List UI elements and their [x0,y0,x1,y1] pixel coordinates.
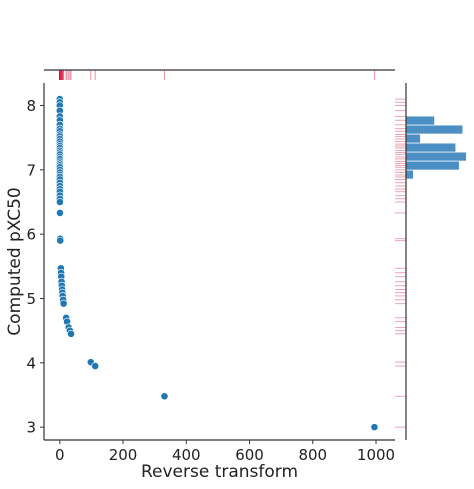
top-marginal-rug [59,70,375,80]
histogram-bar [406,152,466,161]
x-tick-label: 800 [298,446,327,464]
y-tick-label: 5 [26,290,36,308]
y-tick-label: 8 [26,97,36,115]
scatter-point [67,329,75,338]
histogram-bar [406,143,456,152]
y-axis-label: Computed pXC50 [5,187,25,335]
y-tick-label: 7 [26,161,36,179]
scatter-point [160,392,169,401]
scatter-point [59,299,68,308]
y-axis-ticks: 3 4 5 6 7 8 [26,97,44,437]
histogram-bar [406,134,421,143]
axes [43,83,395,441]
y-tick-label: 6 [26,226,36,244]
histogram-bar [406,125,463,134]
scatter-point [56,198,64,206]
right-marginal-histogram [395,98,466,428]
x-axis-ticks: 0 200 400 600 800 1000 [55,440,395,464]
histogram-bar [406,161,459,170]
y-tick-label: 3 [26,419,36,437]
scatter-points [55,95,379,432]
scatter-point [56,209,64,217]
x-tick-label: 0 [55,446,65,464]
x-axis-label: Reverse transform [141,462,298,482]
x-tick-label: 400 [172,446,201,464]
histogram-bar [406,170,414,179]
scatter-point [91,362,100,370]
x-tick-label: 1000 [357,446,395,464]
y-tick-label: 4 [26,354,36,372]
x-tick-label: 200 [109,446,138,464]
scatter-point [370,423,379,432]
histogram-bar [406,116,435,125]
scatter-point [56,236,65,245]
x-tick-label: 600 [235,446,264,464]
